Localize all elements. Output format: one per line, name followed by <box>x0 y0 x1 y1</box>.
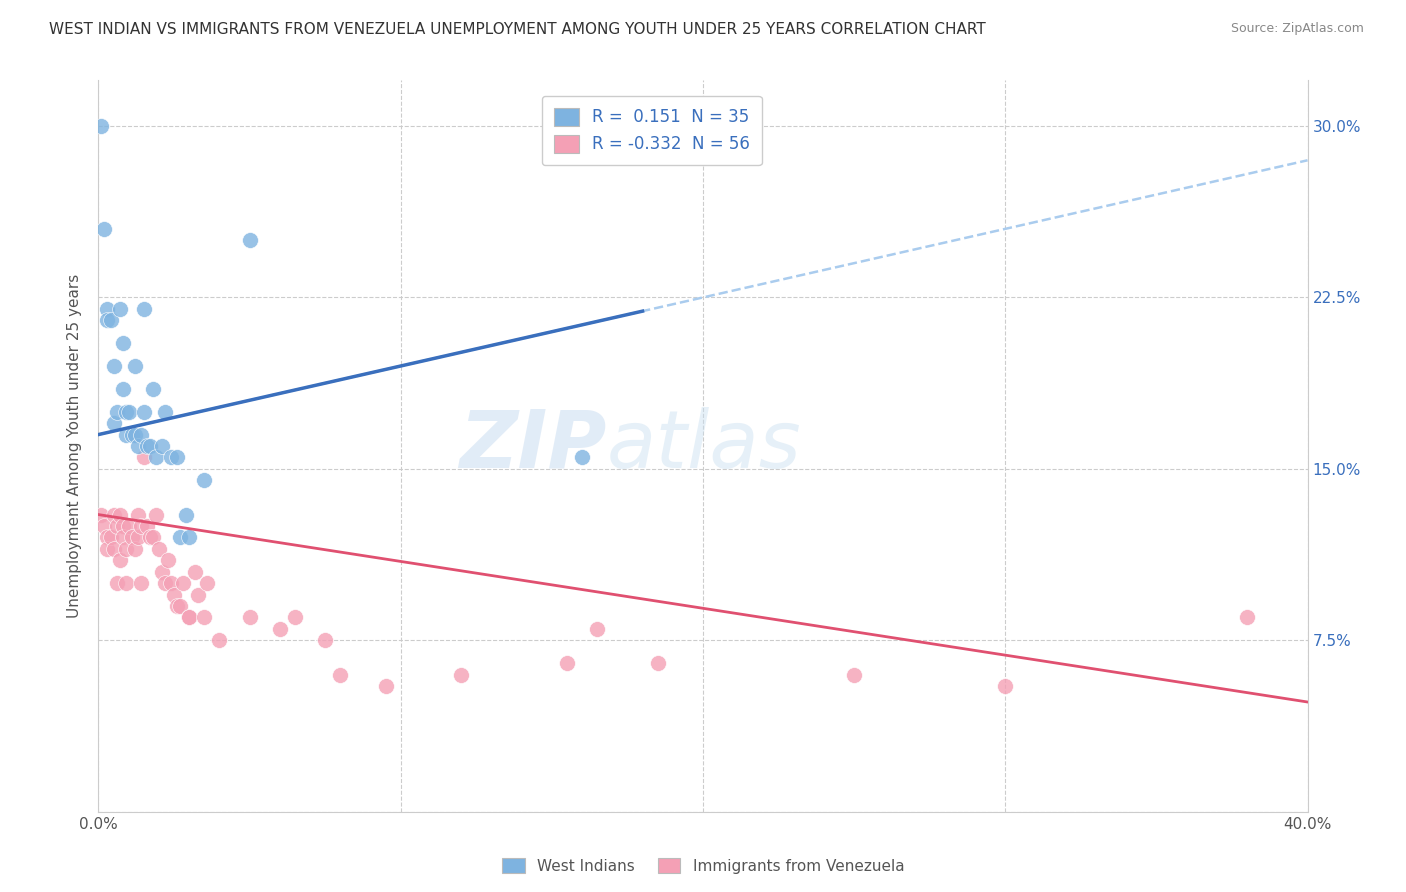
Point <box>184 565 207 579</box>
Y-axis label: Unemployment Among Youth under 25 years: Unemployment Among Youth under 25 years <box>67 274 83 618</box>
Point <box>586 622 609 636</box>
Point <box>108 508 131 522</box>
Point <box>132 301 155 316</box>
Point <box>96 313 118 327</box>
Point <box>111 519 134 533</box>
Point <box>160 450 183 465</box>
Point <box>132 450 155 465</box>
Point <box>90 119 112 133</box>
Point <box>105 519 128 533</box>
Point <box>127 508 149 522</box>
Point <box>163 588 186 602</box>
Point <box>103 541 125 556</box>
Point <box>114 576 136 591</box>
Point <box>284 610 307 624</box>
Point <box>111 336 134 351</box>
Legend: R =  0.151  N = 35, R = -0.332  N = 56: R = 0.151 N = 35, R = -0.332 N = 56 <box>543 96 762 165</box>
Point <box>118 519 141 533</box>
Point <box>127 439 149 453</box>
Point <box>195 576 218 591</box>
Point <box>145 450 167 465</box>
Point <box>145 508 167 522</box>
Text: ZIP: ZIP <box>458 407 606 485</box>
Point <box>148 541 170 556</box>
Text: atlas: atlas <box>606 407 801 485</box>
Point <box>150 439 173 453</box>
Point <box>111 382 134 396</box>
Point <box>239 233 262 247</box>
Point <box>187 588 209 602</box>
Point <box>269 622 291 636</box>
Point <box>96 301 118 316</box>
Point <box>114 427 136 442</box>
Point <box>129 576 152 591</box>
Point <box>114 405 136 419</box>
Point <box>647 656 669 670</box>
Point <box>100 530 122 544</box>
Point <box>193 610 215 624</box>
Point <box>1236 610 1258 624</box>
Point <box>124 427 146 442</box>
Point <box>139 530 162 544</box>
Text: WEST INDIAN VS IMMIGRANTS FROM VENEZUELA UNEMPLOYMENT AMONG YOUTH UNDER 25 YEARS: WEST INDIAN VS IMMIGRANTS FROM VENEZUELA… <box>49 22 986 37</box>
Point <box>105 405 128 419</box>
Point <box>90 508 112 522</box>
Point <box>111 530 134 544</box>
Point <box>994 679 1017 693</box>
Point <box>169 599 191 613</box>
Point <box>844 667 866 681</box>
Point <box>103 508 125 522</box>
Point <box>169 530 191 544</box>
Point <box>129 519 152 533</box>
Point <box>160 576 183 591</box>
Point <box>129 427 152 442</box>
Point <box>93 222 115 236</box>
Point <box>124 359 146 373</box>
Point <box>179 610 201 624</box>
Point <box>135 439 157 453</box>
Point <box>314 633 336 648</box>
Point <box>179 610 201 624</box>
Point <box>105 576 128 591</box>
Point <box>100 313 122 327</box>
Point <box>571 450 593 465</box>
Point <box>153 576 176 591</box>
Point <box>166 450 188 465</box>
Point <box>193 473 215 487</box>
Point <box>103 359 125 373</box>
Point <box>329 667 352 681</box>
Point <box>96 530 118 544</box>
Point <box>142 382 165 396</box>
Point <box>208 633 231 648</box>
Point <box>150 565 173 579</box>
Point <box>239 610 262 624</box>
Point <box>103 416 125 430</box>
Point <box>132 405 155 419</box>
Point <box>139 439 162 453</box>
Point <box>450 667 472 681</box>
Point <box>124 541 146 556</box>
Point <box>108 553 131 567</box>
Point <box>121 530 143 544</box>
Legend: West Indians, Immigrants from Venezuela: West Indians, Immigrants from Venezuela <box>495 852 911 880</box>
Point <box>153 405 176 419</box>
Point <box>156 553 179 567</box>
Point <box>135 519 157 533</box>
Point <box>166 599 188 613</box>
Point <box>114 541 136 556</box>
Point <box>127 530 149 544</box>
Point <box>374 679 396 693</box>
Point <box>96 541 118 556</box>
Point <box>118 405 141 419</box>
Point <box>93 519 115 533</box>
Point <box>172 576 194 591</box>
Text: Source: ZipAtlas.com: Source: ZipAtlas.com <box>1230 22 1364 36</box>
Point <box>121 427 143 442</box>
Point <box>108 301 131 316</box>
Point <box>555 656 578 670</box>
Point <box>142 530 165 544</box>
Point <box>179 530 201 544</box>
Point <box>174 508 197 522</box>
